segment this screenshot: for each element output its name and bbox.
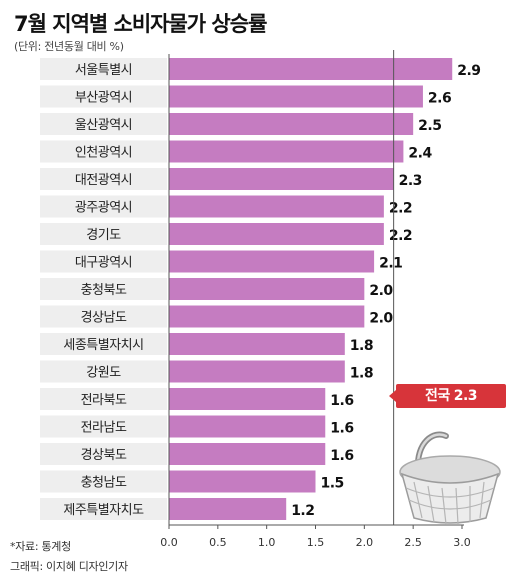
shopping-basket-icon xyxy=(399,431,501,525)
category-label-bg xyxy=(40,305,167,328)
category-label: 전라북도 xyxy=(81,393,127,408)
bar xyxy=(169,443,326,465)
value-label: 2.3 xyxy=(399,173,422,189)
callout-label: 전국 xyxy=(424,388,450,404)
value-label: 2.6 xyxy=(428,91,451,107)
value-label: 2.1 xyxy=(379,256,402,272)
x-tick-label: 2.5 xyxy=(404,536,422,549)
category-label-bg xyxy=(40,250,167,273)
category-label-bg xyxy=(40,278,167,300)
bar xyxy=(169,85,423,108)
bar xyxy=(169,195,384,218)
value-label: 2.0 xyxy=(369,283,393,299)
unit-note: (단위: 전년동월 대비 %) xyxy=(14,40,124,53)
bar xyxy=(169,360,345,383)
category-label: 대전광역시 xyxy=(75,173,132,188)
category-label-bg xyxy=(40,415,167,438)
value-label: 2.5 xyxy=(418,118,441,134)
bar xyxy=(169,140,404,163)
category-label-bg xyxy=(40,140,167,163)
bar xyxy=(169,223,384,245)
callout-value: 2.3 xyxy=(453,388,478,404)
value-label: 1.2 xyxy=(291,503,314,519)
category-label: 경기도 xyxy=(86,228,121,243)
graphic-credit: 그래픽: 이지혜 디자인기자 xyxy=(10,560,128,573)
category-label-bg xyxy=(40,360,167,383)
bar xyxy=(169,278,365,300)
bar xyxy=(169,333,345,355)
category-label-bg xyxy=(40,58,167,80)
bar xyxy=(169,305,365,328)
category-label: 부산광역시 xyxy=(75,91,132,106)
value-label: 2.2 xyxy=(389,201,412,217)
value-label: 1.5 xyxy=(321,476,344,492)
bar xyxy=(169,470,316,493)
value-label: 1.8 xyxy=(350,366,373,382)
category-label: 세종특별자치시 xyxy=(63,338,143,353)
category-label-bg xyxy=(40,85,167,108)
category-label: 제주특별자치도 xyxy=(63,503,144,518)
bar xyxy=(169,250,375,273)
value-label: 1.6 xyxy=(330,393,353,409)
bar xyxy=(169,113,414,135)
category-label: 충청북도 xyxy=(81,283,127,298)
x-tick-label: 0.5 xyxy=(209,536,227,549)
category-label-bg xyxy=(40,470,167,493)
source-note: *자료: 통계청 xyxy=(10,540,71,553)
category-label: 광주광역시 xyxy=(75,201,132,216)
bar xyxy=(169,388,326,410)
category-label-bg xyxy=(40,113,167,135)
category-label: 서울특별시 xyxy=(75,63,132,78)
category-label-bg xyxy=(40,168,167,190)
x-tick-label: 1.5 xyxy=(307,536,325,549)
bar xyxy=(169,498,287,520)
category-label-bg xyxy=(40,333,167,355)
value-label: 1.6 xyxy=(330,448,353,464)
bar xyxy=(169,168,394,190)
category-label-bg xyxy=(40,223,167,245)
x-tick-label: 3.0 xyxy=(453,536,471,549)
category-label-bg xyxy=(40,443,167,465)
x-tick-label: 2.0 xyxy=(356,536,374,549)
value-label: 2.0 xyxy=(369,311,393,327)
value-label: 2.9 xyxy=(457,63,480,79)
category-label: 충청남도 xyxy=(81,476,127,491)
x-tick-label: 1.0 xyxy=(258,536,276,549)
category-label: 인천광역시 xyxy=(75,146,132,161)
x-tick-label: 0.0 xyxy=(160,536,178,549)
value-label: 1.8 xyxy=(350,338,373,354)
category-label: 울산광역시 xyxy=(75,118,132,133)
bar xyxy=(169,415,326,438)
national-average-callout: 전국 2.3 xyxy=(389,384,506,408)
value-label: 1.6 xyxy=(330,421,353,437)
category-label: 강원도 xyxy=(86,366,121,381)
category-label-bg xyxy=(40,195,167,218)
value-label: 2.2 xyxy=(389,228,412,244)
category-label-bg xyxy=(40,498,167,520)
chart-title: 7월 지역별 소비자물가 상승률 xyxy=(14,12,267,36)
value-label: 2.4 xyxy=(408,146,432,162)
category-label: 전라남도 xyxy=(81,421,127,436)
category-label: 대구광역시 xyxy=(75,256,132,271)
category-label: 경상남도 xyxy=(81,311,127,326)
bar xyxy=(169,58,453,80)
category-label-bg xyxy=(40,388,167,410)
category-label: 경상북도 xyxy=(81,448,127,463)
